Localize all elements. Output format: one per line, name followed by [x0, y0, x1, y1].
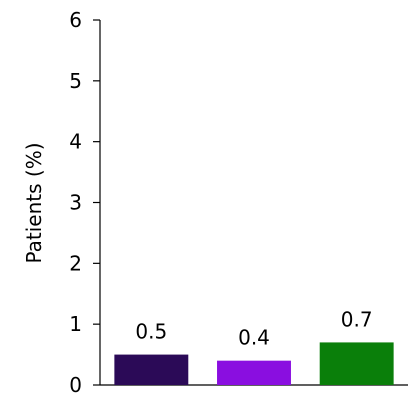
y-tick-label: 6 — [69, 8, 82, 32]
bar-3 — [319, 342, 394, 385]
y-tick-label: 2 — [69, 251, 82, 275]
y-tick-label: 5 — [69, 69, 82, 93]
bar-2 — [217, 360, 291, 385]
data-label-3: 0.7 — [341, 307, 373, 331]
y-axis-label: Patients (%) — [22, 142, 46, 263]
y-tick-label: 0 — [69, 373, 82, 395]
bars — [114, 342, 394, 385]
y-tick-label: 1 — [69, 312, 82, 336]
bar-1 — [114, 354, 189, 385]
y-tick-label: 3 — [69, 191, 82, 215]
data-labels: 0.5 0.4 0.7 — [135, 307, 372, 349]
data-label-1: 0.5 — [135, 320, 167, 344]
y-axis: 0 1 2 3 4 5 6 — [69, 8, 101, 397]
y-tick-label: 4 — [69, 130, 82, 154]
data-label-2: 0.4 — [238, 326, 270, 350]
